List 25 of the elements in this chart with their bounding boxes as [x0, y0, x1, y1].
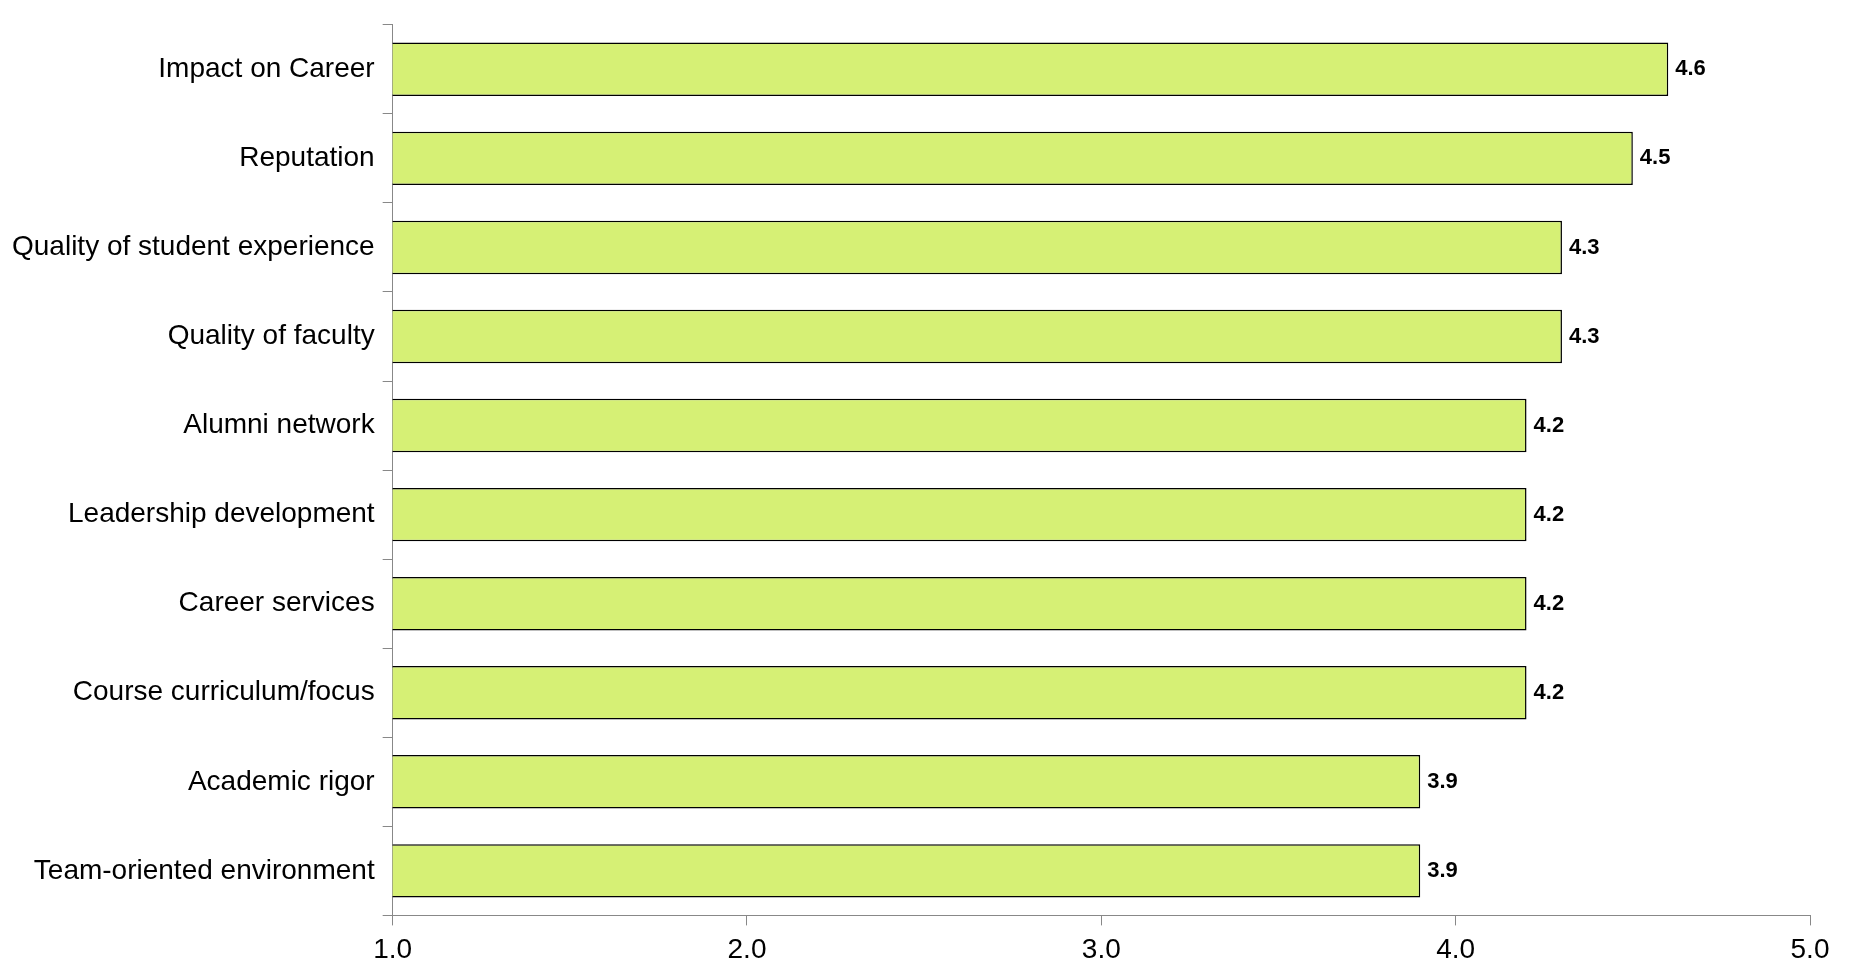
data-label: 4.3	[1568, 322, 1600, 348]
y-tick-label: Leadership development	[67, 497, 375, 529]
data-label: 3.9	[1427, 767, 1458, 793]
y-tick-label: Alumni network	[183, 408, 376, 440]
y-tick-label: Quality of faculty	[167, 319, 375, 351]
y-tick-label: Career services	[178, 586, 375, 618]
y-tick-label: Quality of student experience	[11, 230, 375, 262]
y-tick-label: Course curriculum/focus	[72, 675, 375, 707]
y-tick-label: Academic rigor	[187, 764, 375, 796]
data-label: 4.2	[1533, 411, 1565, 437]
data-label: 4.3	[1568, 233, 1600, 259]
data-label: 4.2	[1533, 678, 1565, 704]
y-tick-label: Reputation	[239, 141, 375, 173]
data-label: 4.5	[1639, 144, 1671, 170]
data-label: 4.6	[1675, 55, 1706, 81]
data-label: 3.9	[1427, 856, 1458, 882]
x-tick-label: 4.0	[1436, 932, 1476, 964]
y-tick-label: Impact on Career	[158, 52, 375, 84]
x-tick-label: 5.0	[1790, 932, 1830, 964]
x-tick-label: 1.0	[373, 932, 413, 964]
y-tick-label: Team-oriented environment	[33, 853, 375, 885]
data-label: 4.2	[1533, 589, 1565, 615]
data-label: 4.2	[1533, 500, 1565, 526]
x-tick-label: 3.0	[1081, 932, 1121, 964]
x-tick-label: 2.0	[727, 932, 767, 964]
